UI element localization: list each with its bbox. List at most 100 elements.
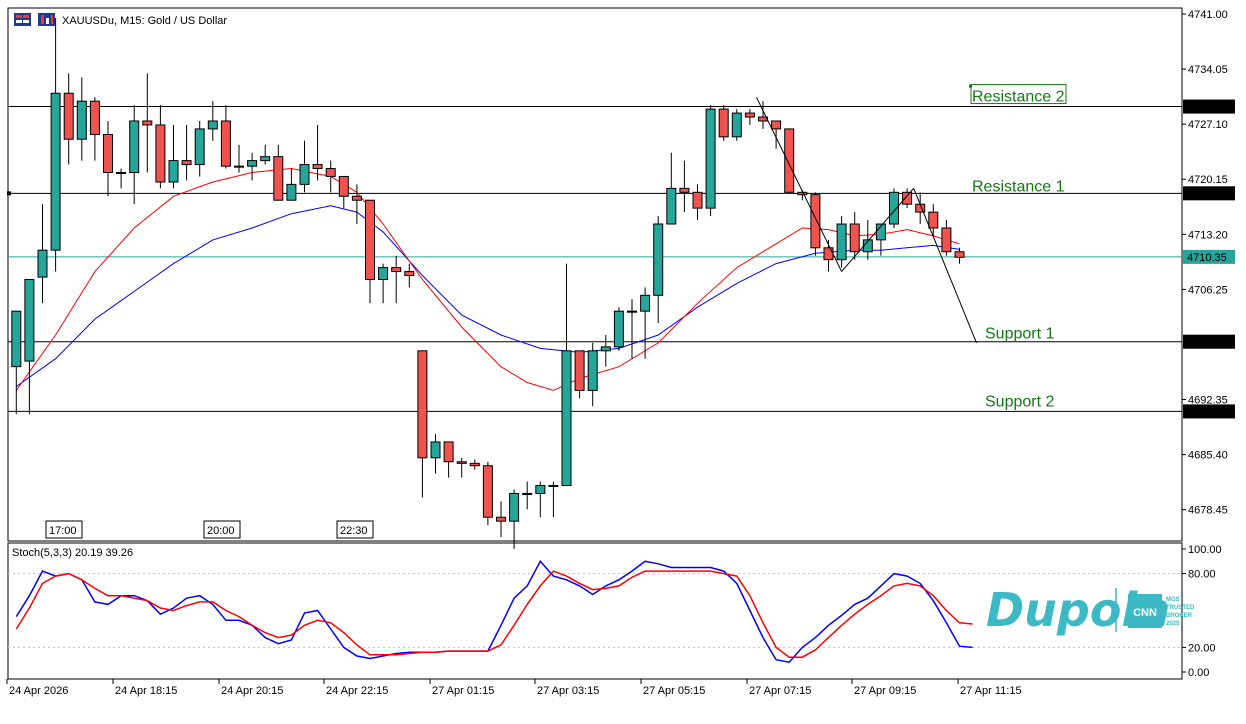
price-tick-label: 4720.15	[1188, 174, 1228, 186]
level-price-tag	[1183, 99, 1235, 114]
stoch-tick-label: 80.00	[1188, 569, 1216, 581]
candle-body	[600, 346, 611, 352]
candle-body	[469, 462, 480, 467]
candle	[129, 105, 140, 205]
candle-body	[365, 199, 375, 280]
candle	[181, 124, 192, 181]
candle	[548, 481, 559, 518]
candle	[941, 220, 952, 256]
session-marker-box	[203, 520, 241, 539]
candle-body	[142, 120, 153, 126]
time-tick-label: 27 Apr 03:15	[537, 685, 599, 697]
candle-body	[207, 120, 218, 130]
candle	[640, 287, 651, 359]
candle-body	[705, 108, 716, 209]
candle	[273, 144, 284, 201]
candle-body	[889, 191, 899, 225]
candle	[234, 144, 244, 173]
candle-body	[24, 278, 35, 362]
candle-body	[391, 267, 402, 273]
stoch-tick-label: 100.00	[1188, 544, 1222, 556]
candle-body	[535, 485, 546, 494]
candle	[417, 350, 428, 498]
candle-body	[561, 350, 572, 487]
session-marker-box	[336, 520, 374, 539]
candle	[496, 501, 506, 538]
candle-body	[836, 223, 847, 261]
candle	[522, 481, 533, 510]
candle	[325, 160, 336, 193]
candle	[705, 105, 716, 217]
candle	[849, 212, 860, 260]
candle	[928, 204, 939, 236]
candle-body	[509, 492, 520, 522]
candle-body	[325, 168, 336, 177]
candle	[561, 263, 572, 487]
level-anchor	[7, 191, 11, 196]
candle-body	[679, 187, 690, 193]
candlesticks	[11, 17, 965, 549]
candle-body	[103, 133, 113, 173]
candle	[731, 109, 742, 141]
candle-body	[351, 195, 362, 201]
candle	[509, 489, 520, 549]
stoch-main-line	[15, 559, 973, 664]
candle-body	[653, 223, 664, 296]
candle	[404, 263, 415, 288]
candle	[456, 457, 467, 478]
level-price-tag	[1183, 404, 1235, 419]
candle-body	[338, 175, 349, 197]
candle-body	[784, 128, 795, 193]
time-tick-label: 24 Apr 20:15	[221, 685, 283, 697]
candle	[103, 120, 113, 197]
cnn-badge	[1128, 594, 1162, 628]
price-tick-label: 4734.05	[1188, 64, 1228, 76]
chart-grid-icon	[14, 13, 31, 26]
price-tick-label: 4741.00	[1188, 9, 1228, 21]
level-price-tag	[1183, 334, 1235, 349]
candle	[744, 109, 755, 125]
candle-body	[247, 160, 258, 167]
candle-body	[181, 160, 192, 166]
candle-body	[50, 92, 61, 251]
symbol-header: XAUUSDu, M15: Gold / US Dollar	[14, 13, 227, 27]
level-label-box	[970, 84, 1067, 105]
candle-body	[37, 249, 48, 278]
candle	[194, 120, 205, 177]
candle-body	[640, 294, 651, 312]
candle	[378, 263, 389, 304]
level-label: Support 2	[985, 393, 1054, 410]
bar-chart-icon	[38, 13, 55, 26]
level-label: Resistance 1	[972, 178, 1065, 195]
session-marker-label: 22:30	[340, 525, 368, 537]
session-marker-label: 20:00	[207, 525, 235, 537]
level-price-text: 4729.32	[1187, 102, 1227, 114]
cnn-badge-text: CNN	[1133, 607, 1157, 619]
candle-body	[849, 223, 860, 253]
candle	[679, 160, 690, 213]
candle	[482, 461, 493, 526]
candle-body	[627, 310, 637, 313]
candle-body	[548, 485, 559, 488]
trend-line	[913, 188, 977, 344]
current-price-tag	[1183, 249, 1235, 264]
time-tick-label: 27 Apr 11:15	[960, 685, 1022, 697]
indicator-pane-frame	[7, 542, 1183, 680]
candle	[312, 124, 323, 181]
candle	[587, 342, 598, 407]
candle-body	[928, 211, 939, 229]
current-price-text: 4710.35	[1187, 252, 1227, 264]
candle	[443, 441, 454, 478]
candle	[954, 247, 965, 264]
candle-body	[299, 164, 310, 185]
candle-body	[744, 112, 755, 118]
candle-body	[194, 128, 205, 166]
price-tick-label: 4685.40	[1188, 450, 1228, 462]
candle-body	[954, 251, 965, 258]
candle	[116, 168, 127, 189]
candle-body	[823, 247, 834, 261]
candle	[902, 188, 913, 209]
candle-body	[89, 100, 100, 135]
